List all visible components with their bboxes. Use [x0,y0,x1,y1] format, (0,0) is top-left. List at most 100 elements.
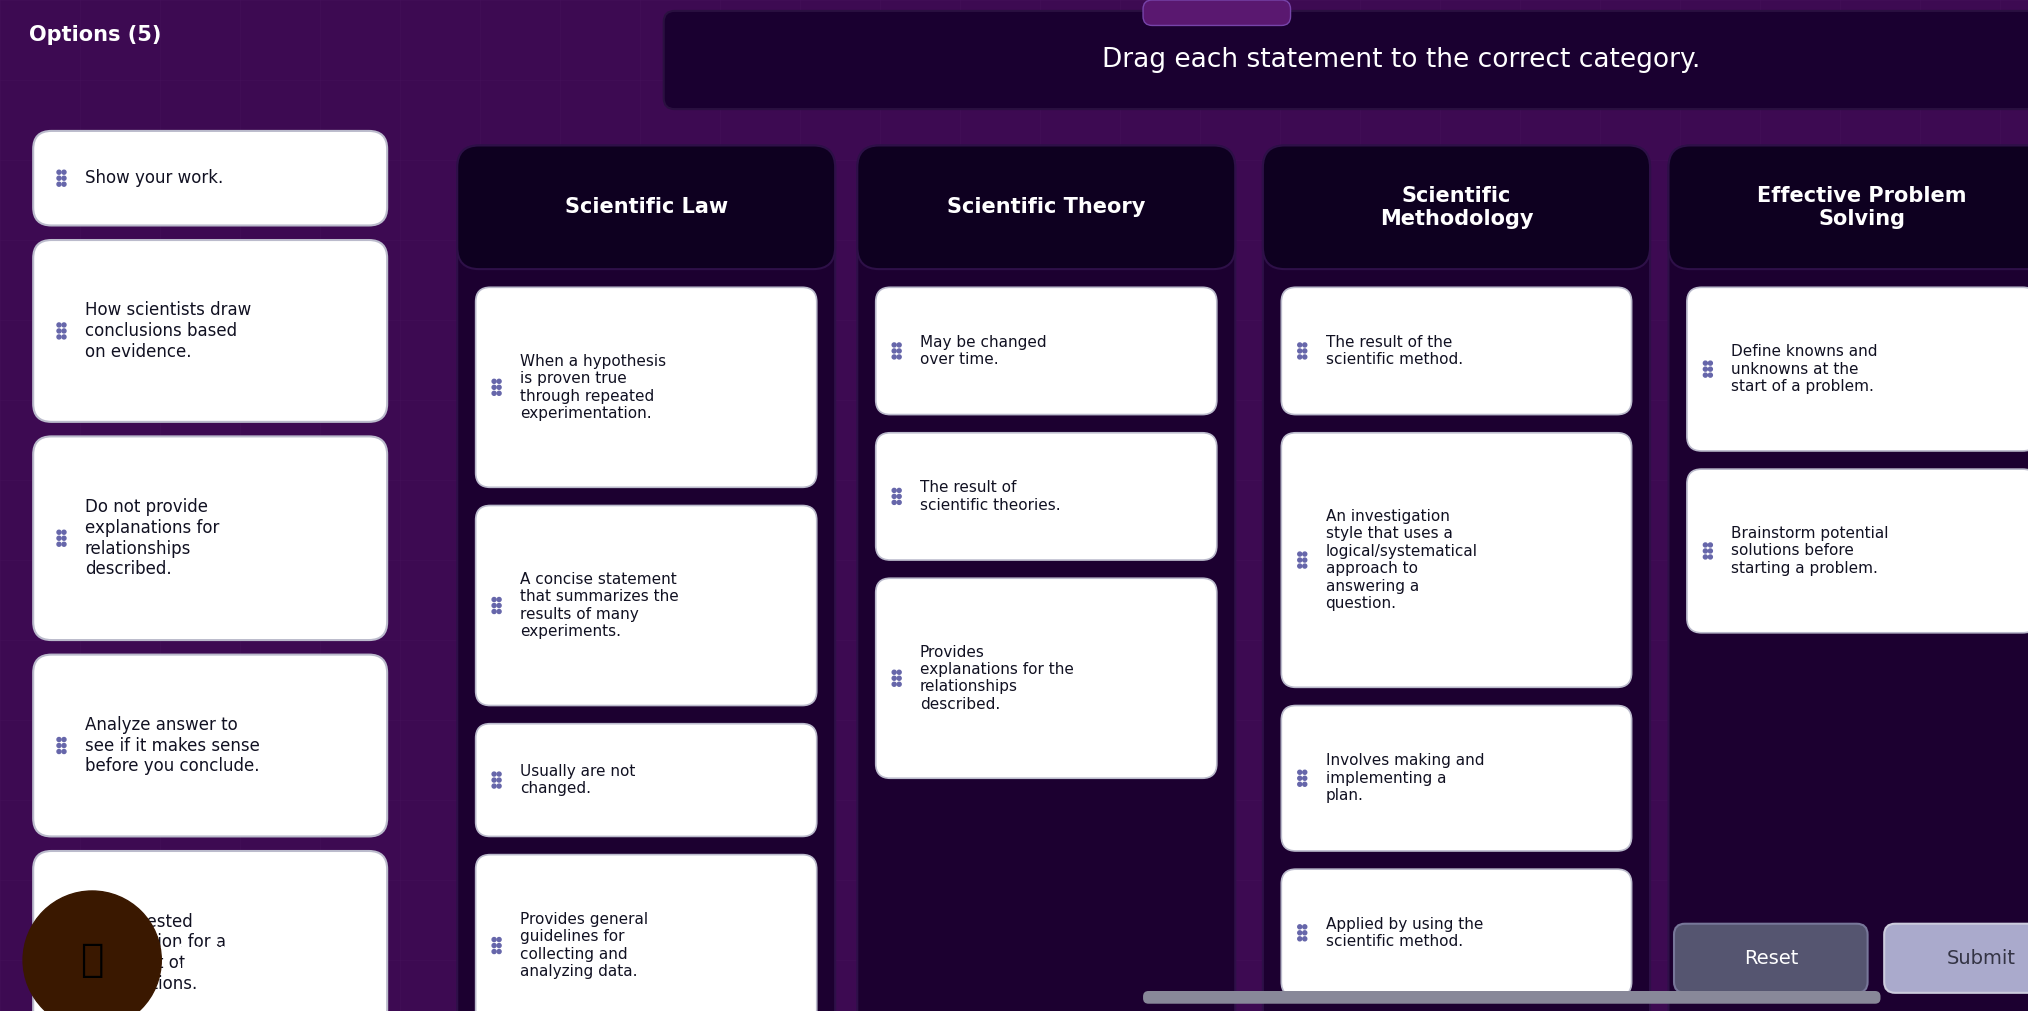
Circle shape [1298,355,1302,359]
Circle shape [497,598,501,602]
Circle shape [892,676,896,680]
Circle shape [497,391,501,395]
FancyBboxPatch shape [1282,869,1633,997]
FancyBboxPatch shape [876,433,1217,560]
FancyBboxPatch shape [1263,146,1651,269]
Text: Analyze answer to
see if it makes sense
before you conclude.: Analyze answer to see if it makes sense … [85,716,260,775]
Circle shape [497,778,501,783]
Circle shape [57,323,61,327]
Circle shape [497,772,501,776]
FancyBboxPatch shape [858,146,1235,269]
Text: Scientific
Methodology: Scientific Methodology [1379,186,1533,228]
FancyBboxPatch shape [477,724,817,836]
Circle shape [63,170,67,174]
Circle shape [1302,937,1306,941]
Circle shape [1298,343,1302,347]
Circle shape [1302,355,1306,359]
Text: The result of the
scientific method.: The result of the scientific method. [1326,335,1462,367]
Circle shape [57,743,61,747]
Circle shape [1302,349,1306,353]
Circle shape [1298,770,1302,774]
Circle shape [1708,555,1712,559]
Circle shape [1302,343,1306,347]
Text: Show your work.: Show your work. [85,169,223,187]
Circle shape [1708,361,1712,365]
Circle shape [493,937,497,941]
Circle shape [497,604,501,608]
Circle shape [1298,552,1302,556]
Text: Provides general
guidelines for
collecting and
analyzing data.: Provides general guidelines for collecti… [519,912,649,979]
Circle shape [896,670,900,674]
Circle shape [1704,373,1708,377]
Circle shape [896,500,900,504]
Text: Reset: Reset [1744,948,1799,968]
Circle shape [63,743,67,747]
Circle shape [1704,549,1708,553]
Circle shape [1298,564,1302,568]
Circle shape [896,494,900,498]
Circle shape [1298,931,1302,935]
Circle shape [896,488,900,492]
Circle shape [1302,552,1306,556]
Text: Scientific Theory: Scientific Theory [947,197,1146,217]
FancyBboxPatch shape [477,854,817,1011]
Circle shape [63,950,67,954]
Circle shape [493,604,497,608]
Circle shape [1704,543,1708,547]
Circle shape [892,488,896,492]
Text: Applied by using the
scientific method.: Applied by using the scientific method. [1326,917,1482,949]
Circle shape [1708,373,1712,377]
Circle shape [896,349,900,353]
Circle shape [63,530,67,534]
Circle shape [1704,361,1708,365]
Text: When a hypothesis
is proven true
through repeated
experimentation.: When a hypothesis is proven true through… [519,354,665,421]
FancyBboxPatch shape [456,146,836,1011]
Circle shape [1298,783,1302,787]
FancyBboxPatch shape [858,146,1235,1011]
Circle shape [1302,783,1306,787]
Circle shape [57,182,61,186]
FancyBboxPatch shape [1282,287,1633,415]
Text: Provides
explanations for the
relationships
described.: Provides explanations for the relationsh… [921,645,1075,712]
Circle shape [497,943,501,947]
FancyBboxPatch shape [1144,0,1290,25]
Circle shape [896,343,900,347]
Circle shape [63,176,67,180]
Circle shape [1298,937,1302,941]
Circle shape [57,749,61,753]
Circle shape [1298,925,1302,929]
FancyBboxPatch shape [32,851,387,1011]
Text: Gavin
LeMonds: Gavin LeMonds [174,942,266,981]
Circle shape [892,494,896,498]
Circle shape [1302,925,1306,929]
FancyBboxPatch shape [32,654,387,836]
Text: How scientists draw
conclusions based
on evidence.: How scientists draw conclusions based on… [85,301,251,361]
Circle shape [1704,367,1708,371]
Circle shape [1302,770,1306,774]
Circle shape [497,385,501,389]
Circle shape [57,950,61,954]
FancyBboxPatch shape [1282,433,1633,687]
Text: Do not provide
explanations for
relationships
described.: Do not provide explanations for relation… [85,498,219,578]
Circle shape [493,391,497,395]
Circle shape [493,785,497,788]
Circle shape [22,891,162,1011]
Circle shape [1302,931,1306,935]
Text: A well tested
explanation for a
broad set of
observations.: A well tested explanation for a broad se… [85,913,225,993]
FancyBboxPatch shape [663,11,2028,109]
Circle shape [493,385,497,389]
Text: Scientific Law: Scientific Law [564,197,728,217]
Circle shape [57,945,61,948]
Circle shape [1708,549,1712,553]
Text: Brainstorm potential
solutions before
starting a problem.: Brainstorm potential solutions before st… [1732,526,1888,576]
Circle shape [497,937,501,941]
Text: An investigation
style that uses a
logical/systematical
approach to
answering a
: An investigation style that uses a logic… [1326,510,1478,611]
Text: A concise statement
that summarizes the
results of many
experiments.: A concise statement that summarizes the … [519,572,679,639]
FancyBboxPatch shape [32,130,387,225]
Circle shape [63,329,67,333]
Circle shape [63,335,67,339]
Circle shape [63,749,67,753]
Circle shape [497,785,501,788]
Circle shape [497,610,501,614]
FancyBboxPatch shape [456,146,836,269]
